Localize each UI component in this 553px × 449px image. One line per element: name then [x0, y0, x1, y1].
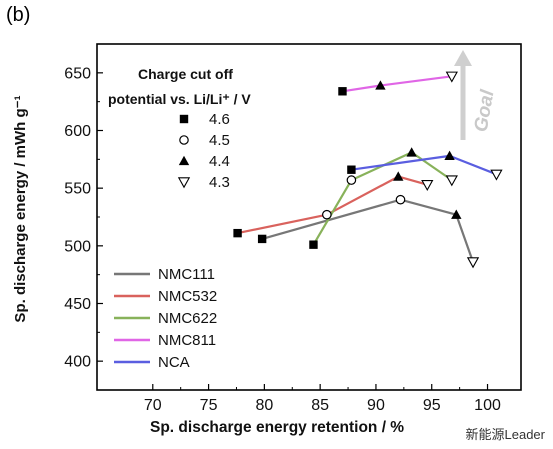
- legend-title-line2: potential vs. Li/Li⁺ / V: [108, 91, 251, 107]
- y-tick-label: 650: [64, 65, 91, 82]
- legend-marker: [177, 177, 191, 189]
- y-axis-label: Sp. discharge energy / mWh g⁻¹: [12, 95, 29, 322]
- x-tick-label: 75: [200, 397, 218, 414]
- data-point: [406, 147, 417, 157]
- x-axis-label: Sp. discharge energy retention / %: [150, 419, 404, 436]
- series-layer: [233, 71, 503, 269]
- data-point: [257, 234, 267, 244]
- data-point: [322, 209, 332, 220]
- x-tick-label: 70: [144, 397, 162, 414]
- legend-title-line1: Charge cut off: [138, 66, 233, 82]
- legend-voltage-label: 4.6: [209, 111, 230, 128]
- legend-series-label: NMC811: [158, 332, 216, 349]
- y-tick-label: 450: [64, 296, 91, 313]
- data-point: [421, 179, 434, 192]
- legend-marker: [178, 155, 190, 166]
- series-line: [237, 175, 428, 235]
- legend-marker: [179, 135, 189, 145]
- legend-series-label: NCA: [158, 354, 190, 371]
- goal-arrow-head: [454, 50, 472, 66]
- data-point: [338, 87, 347, 96]
- x-tick-label: 100: [474, 397, 501, 414]
- data-point: [466, 257, 480, 269]
- x-tick-label: 85: [311, 397, 329, 414]
- data-point: [444, 150, 455, 161]
- axes-layer: 70 75 80 85 90 95 100 400 450 500 550 600 650 Sp. dis…: [12, 43, 522, 436]
- watermark: 新能源Leader: [463, 424, 547, 443]
- y-tick-label: 400: [64, 354, 91, 371]
- data-point: [393, 171, 404, 181]
- data-point: [490, 169, 503, 181]
- x-tick-label: 80: [255, 397, 273, 414]
- legend-voltage-label: 4.4: [209, 153, 230, 170]
- series-line: [342, 75, 452, 93]
- y-tick-label: 550: [64, 181, 91, 198]
- legend-series-label: NMC532: [158, 288, 217, 305]
- legend-layer: Charge cut off potential vs. Li/Li⁺ / V 4.…: [108, 66, 251, 371]
- legend-marker: [179, 114, 189, 124]
- legend-series-label: NMC111: [158, 266, 215, 283]
- y-tick-label: 600: [64, 123, 91, 140]
- data-point: [451, 209, 462, 219]
- series-line: [351, 154, 497, 176]
- data-point: [375, 80, 386, 90]
- data-point: [346, 175, 357, 185]
- legend-series-label: NMC622: [158, 310, 217, 327]
- legend-voltage-label: 4.5: [209, 132, 230, 149]
- y-tick-label: 500: [64, 238, 91, 255]
- data-point: [233, 228, 242, 238]
- series-line: [261, 198, 475, 263]
- panel-label: (b): [6, 4, 31, 26]
- x-tick-label: 90: [367, 397, 385, 414]
- data-point: [445, 175, 458, 187]
- goal-annotation: Goal: [471, 88, 499, 134]
- x-tick-label: 95: [423, 397, 441, 414]
- annotation-layer: Goal: [454, 50, 499, 140]
- data-point: [347, 165, 356, 174]
- data-point: [309, 240, 318, 249]
- legend-voltage-label: 4.3: [209, 174, 230, 191]
- data-point: [395, 194, 406, 205]
- data-point: [445, 71, 458, 83]
